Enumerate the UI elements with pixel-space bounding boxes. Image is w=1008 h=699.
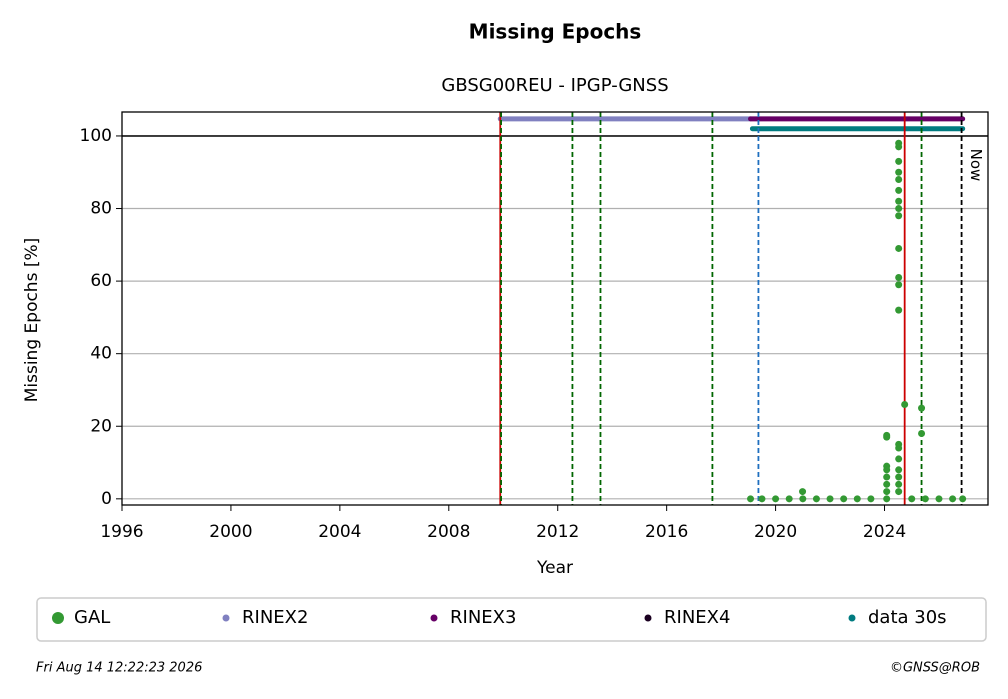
data-point — [772, 495, 780, 503]
data-point — [921, 495, 929, 503]
x-tick-label: 2016 — [645, 522, 688, 542]
legend-marker — [430, 614, 438, 622]
data-point — [895, 175, 903, 183]
y-tick-label: 100 — [80, 126, 112, 146]
data-point — [895, 212, 903, 220]
data-point — [758, 495, 766, 503]
data-point — [895, 168, 903, 176]
data-point — [895, 197, 903, 205]
data-point — [883, 433, 891, 441]
data-point — [895, 444, 903, 452]
data-point — [883, 473, 891, 481]
data-point — [747, 495, 755, 503]
data-point — [799, 495, 807, 503]
data-point — [895, 488, 903, 496]
y-tick-label: 20 — [90, 416, 112, 436]
x-tick-label: 1996 — [100, 522, 143, 542]
data-point — [895, 244, 903, 252]
data-point — [895, 306, 903, 314]
data-point — [883, 480, 891, 488]
data-point — [895, 466, 903, 474]
data-point — [895, 205, 903, 213]
x-axis-label: Year — [536, 558, 573, 578]
legend-marker — [644, 614, 652, 622]
data-point — [895, 273, 903, 281]
chart-subtitle: GBSG00REU - IPGP-GNSS — [441, 75, 668, 96]
data-point — [959, 495, 967, 503]
legend-marker — [848, 614, 856, 622]
data-point — [895, 281, 903, 289]
x-tick-label: 2024 — [863, 522, 906, 542]
data-point — [883, 488, 891, 496]
data-point — [895, 473, 903, 481]
data-point — [840, 495, 848, 503]
data-point — [949, 495, 957, 503]
plot-frame — [121, 111, 989, 506]
footer-date: Fri Aug 14 12:22:23 2026 — [36, 661, 202, 676]
chart-title: Missing Epochs — [469, 20, 642, 44]
data-point — [895, 480, 903, 488]
data-point — [908, 495, 916, 503]
data-point — [918, 430, 926, 438]
y-tick-label: 60 — [90, 271, 112, 291]
x-tick-label: 2004 — [318, 522, 361, 542]
y-tick-label: 40 — [90, 344, 112, 364]
x-tick-label: 2008 — [427, 522, 470, 542]
data-point — [867, 495, 875, 503]
legend-marker — [222, 614, 230, 622]
data-point — [895, 455, 903, 463]
data-point — [883, 466, 891, 474]
x-tick-label: 2020 — [754, 522, 797, 542]
data-point — [895, 143, 903, 151]
legend-label: RINEX2 — [242, 607, 308, 628]
data-point — [935, 495, 943, 503]
data-point — [812, 495, 820, 503]
legend-label: GAL — [74, 607, 110, 628]
legend-marker — [52, 612, 64, 624]
data-point — [895, 157, 903, 165]
data-point — [785, 495, 793, 503]
legend-box — [36, 597, 987, 642]
y-tick-label: 80 — [90, 199, 112, 219]
data-point — [918, 404, 926, 412]
y-tick-label: 0 — [101, 489, 112, 509]
x-tick-label: 2012 — [536, 522, 579, 542]
footer-credit: ©GNSS@ROB — [890, 661, 980, 676]
data-point — [883, 495, 891, 503]
data-point — [853, 495, 861, 503]
x-tick-label: 2000 — [209, 522, 252, 542]
data-point — [799, 488, 807, 496]
data-point — [826, 495, 834, 503]
legend-label: RINEX3 — [450, 607, 516, 628]
legend-label: data 30s — [868, 607, 947, 628]
data-point — [901, 400, 909, 408]
y-axis-label: Missing Epochs [%] — [22, 238, 42, 403]
legend-label: RINEX4 — [664, 607, 730, 628]
data-point — [895, 186, 903, 194]
annotation: Now — [967, 149, 985, 182]
